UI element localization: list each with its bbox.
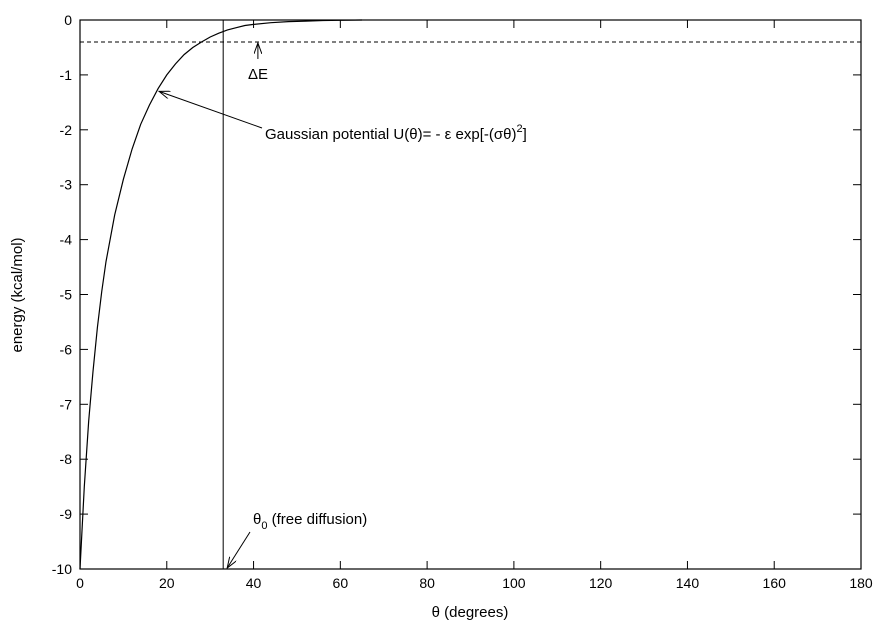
- potential-label-superscript: 2: [516, 123, 522, 135]
- potential-label: Gaussian potential U(θ)= - ε exp[-(σθ)2]: [265, 123, 527, 143]
- x-tick-label: 60: [333, 575, 349, 591]
- plot-frame: [79, 19, 862, 570]
- y-tick-label: -2: [60, 122, 73, 138]
- potential-arrow: [159, 91, 263, 129]
- theta0-arrow: [227, 531, 251, 568]
- y-tick-label: -9: [60, 506, 73, 522]
- x-axis-ticks: 0 20 40 60 80 100 120 140 160 180: [76, 20, 873, 591]
- y-tick-label: -3: [60, 177, 73, 193]
- potential-label-end: ]: [523, 126, 527, 143]
- x-tick-label: 160: [763, 575, 787, 591]
- x-tick-label: 0: [76, 575, 84, 591]
- y-tick-label: -8: [60, 451, 73, 467]
- y-tick-label: 0: [64, 12, 72, 28]
- y-tick-label: -4: [60, 232, 73, 248]
- y-axis-label: energy (kcal/mol): [9, 237, 26, 352]
- delta-e-label: ΔE: [248, 66, 268, 83]
- theta0-label: θ0 (free diffusion): [253, 511, 367, 532]
- y-tick-label: -5: [60, 287, 73, 303]
- x-tick-label: 120: [589, 575, 613, 591]
- y-tick-label: -6: [60, 341, 73, 357]
- theta0-subscript: 0: [261, 520, 267, 532]
- x-axis-label: θ (degrees): [432, 604, 509, 621]
- x-tick-label: 140: [676, 575, 700, 591]
- x-tick-label: 80: [419, 575, 435, 591]
- y-tick-label: -10: [52, 561, 72, 577]
- potential-label-main: Gaussian potential U(θ)= - ε exp[-(σθ): [265, 126, 516, 143]
- x-tick-label: 20: [159, 575, 175, 591]
- y-axis-ticks: -10-9-8-7-6-5-4-3-2-10: [52, 12, 861, 577]
- x-tick-label: 100: [502, 575, 526, 591]
- y-tick-label: -7: [60, 396, 73, 412]
- theta0-symbol: θ: [253, 511, 261, 528]
- x-tick-label: 40: [246, 575, 262, 591]
- gaussian-potential-curve: [79, 19, 363, 570]
- theta0-text: (free diffusion): [267, 511, 367, 528]
- y-tick-label: -1: [60, 67, 73, 83]
- x-tick-label: 180: [849, 575, 873, 591]
